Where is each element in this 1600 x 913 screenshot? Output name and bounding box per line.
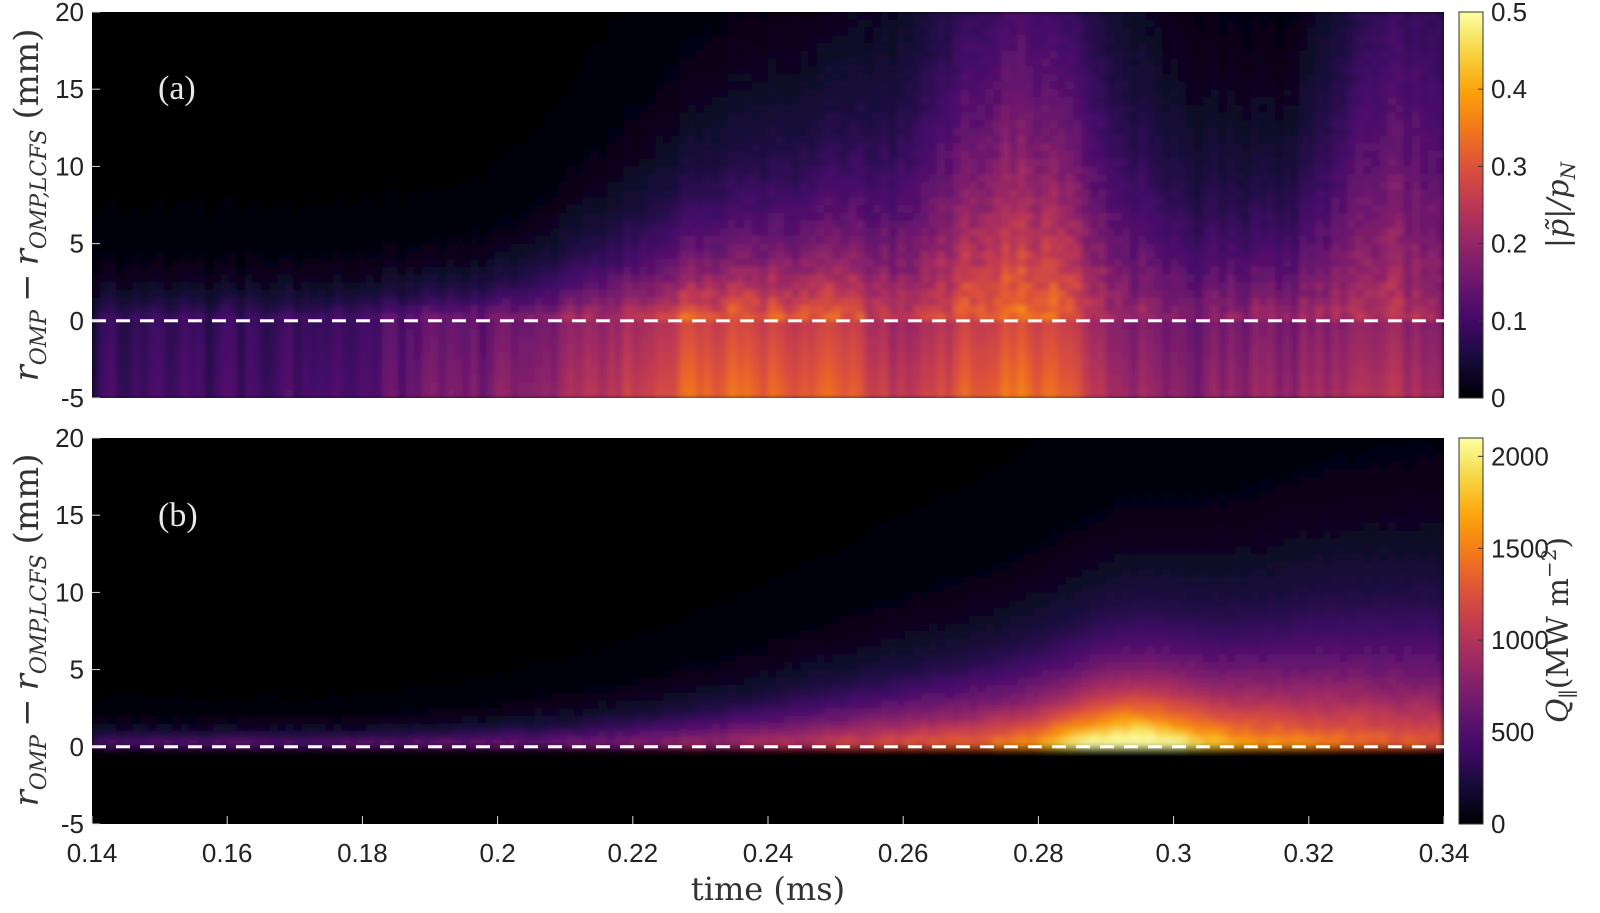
colorbar-tick-label: 1500 bbox=[1491, 533, 1549, 563]
x-tick-label: 0.14 bbox=[67, 838, 118, 868]
colorbar-tick-label: 0.4 bbox=[1491, 74, 1527, 104]
cbar-a-label-text: |p̃|/p bbox=[1541, 179, 1576, 248]
ylabel-a-sub1: OMP bbox=[27, 309, 52, 366]
y-axis-label-a: rOMP−rOMP,LCFS(mm) bbox=[7, 28, 52, 381]
x-tick-label: 0.24 bbox=[743, 838, 794, 868]
y-tick-label: 10 bbox=[55, 151, 84, 181]
ylabel-b-main2: r bbox=[7, 672, 47, 690]
cbar-b-label-close: ) bbox=[1541, 537, 1576, 549]
x-tick-label: 0.22 bbox=[607, 838, 658, 868]
x-tick-label: 0.28 bbox=[1013, 838, 1064, 868]
ylabel-a-main: r bbox=[7, 364, 47, 382]
colorbar-ticks-b: 0 500 1000 1500 2000 bbox=[1478, 441, 1549, 839]
ylabel-a-main2: r bbox=[7, 247, 47, 265]
colorbar-b bbox=[1458, 437, 1484, 825]
x-tick-label: 0.3 bbox=[1156, 838, 1192, 868]
x-ticks-b: 0.14 0.16 0.18 0.2 0.22 0.24 0.26 0.28 0.3 0.32 0.… bbox=[67, 816, 1470, 868]
y-tick-label: 5 bbox=[70, 229, 84, 259]
ylabel-b-sub1: OMP bbox=[27, 734, 52, 791]
ylabel-b-minus: − bbox=[7, 698, 47, 727]
x-tick-label: 0.34 bbox=[1419, 838, 1470, 868]
cbar-a-label-sub: N bbox=[1556, 160, 1580, 180]
colorbar-tick-label: 500 bbox=[1491, 717, 1534, 747]
colorbar-tick-label: 0.1 bbox=[1491, 306, 1527, 336]
ylabel-b-main: r bbox=[7, 789, 47, 807]
panel-label-a: (a) bbox=[158, 70, 196, 107]
ylabel-b-unit: (mm) bbox=[7, 453, 47, 544]
y-tick-label: 0 bbox=[70, 732, 84, 762]
heatmap-a bbox=[92, 12, 1444, 398]
ylabel-a-sub2: OMP,LCFS bbox=[27, 129, 52, 249]
colorbar-tick-label: 1000 bbox=[1491, 625, 1549, 655]
colorbar-tick-label: 0 bbox=[1491, 383, 1505, 413]
y-tick-label: -5 bbox=[61, 809, 84, 839]
panel-label-b: (b) bbox=[158, 497, 198, 534]
colorbar-ticks-a: 0 0.1 0.2 0.3 0.4 0.5 bbox=[1478, 0, 1527, 413]
y-axis-label-b: rOMP−rOMP,LCFS(mm) bbox=[7, 453, 52, 806]
ylabel-a-minus: − bbox=[7, 273, 47, 302]
y-tick-label: 0 bbox=[70, 306, 84, 336]
x-tick-label: 0.32 bbox=[1283, 838, 1334, 868]
cbar-b-label-sub: ∥ bbox=[1556, 689, 1580, 698]
cbar-b-label-rest: (MW m bbox=[1541, 578, 1576, 689]
x-axis-label: time (ms) bbox=[691, 870, 845, 908]
colorbar-tick-label: 0.2 bbox=[1491, 229, 1527, 259]
colorbar-label-a: |p̃|/pN bbox=[1541, 160, 1580, 248]
heatmap-b bbox=[92, 438, 1444, 824]
colorbar-tick-label: 0.3 bbox=[1491, 151, 1527, 181]
ylabel-b-sub2: OMP,LCFS bbox=[27, 554, 52, 674]
y-tick-label: 20 bbox=[55, 423, 84, 453]
y-tick-label: 5 bbox=[70, 655, 84, 685]
colorbar-tick-label: 0 bbox=[1491, 809, 1505, 839]
colorbar-tick-label: 0.5 bbox=[1491, 0, 1527, 27]
y-tick-label: 15 bbox=[55, 74, 84, 104]
y-ticks-b: 20 15 10 5 0 -5 bbox=[55, 423, 100, 839]
x-tick-label: 0.26 bbox=[878, 838, 929, 868]
colorbar-tick-label: 2000 bbox=[1491, 441, 1549, 471]
cbar-b-label-sup: −2 bbox=[1537, 549, 1561, 578]
colorbar-a bbox=[1458, 11, 1484, 399]
x-tick-label: 0.16 bbox=[202, 838, 253, 868]
x-tick-label: 0.18 bbox=[337, 838, 388, 868]
y-tick-label: -5 bbox=[61, 383, 84, 413]
ylabel-a-unit: (mm) bbox=[7, 28, 47, 119]
y-tick-label: 10 bbox=[55, 577, 84, 607]
cbar-b-label-text: Q bbox=[1541, 699, 1576, 724]
y-tick-label: 15 bbox=[55, 500, 84, 530]
y-tick-label: 20 bbox=[55, 0, 84, 27]
x-tick-label: 0.2 bbox=[480, 838, 516, 868]
y-ticks-a: 20 15 10 5 0 -5 bbox=[55, 0, 100, 413]
colorbar-label-b: Q∥(MW m−2) bbox=[1537, 537, 1580, 723]
